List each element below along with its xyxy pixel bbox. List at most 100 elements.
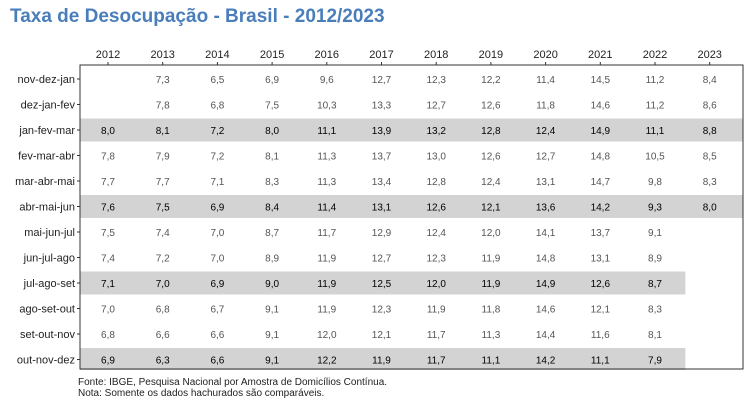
- row-label: jan-fev-mar: [18, 125, 75, 137]
- cell-value: 8,0: [703, 203, 717, 214]
- cell-value: 7,5: [156, 203, 170, 214]
- cell-value: 11,2: [646, 101, 665, 112]
- cell-value: 7,9: [156, 152, 170, 163]
- cell-value: 7,7: [156, 177, 170, 188]
- cell-value: 14,4: [536, 330, 556, 341]
- cell-value: 14,6: [536, 305, 556, 316]
- cell-value: 8,1: [265, 152, 279, 163]
- cell-value: 11,1: [482, 356, 501, 367]
- cell-value: 12,3: [426, 75, 446, 86]
- cell-value: 12,4: [426, 228, 446, 239]
- year-label: 2023: [697, 49, 721, 61]
- comparability-note: Nota: Somente os dados hachurados são co…: [78, 388, 325, 399]
- cell-value: 7,7: [101, 177, 115, 188]
- cell-value: 7,1: [210, 177, 224, 188]
- cell-value: 14,5: [591, 75, 611, 86]
- year-label: 2015: [260, 49, 284, 61]
- year-label: 2019: [479, 49, 503, 61]
- year-label: 2021: [588, 49, 612, 61]
- cell-value: 12,2: [481, 75, 501, 86]
- cell-value: 13,1: [372, 203, 392, 214]
- cell-value: 13,7: [372, 152, 392, 163]
- year-label: 2022: [643, 49, 667, 61]
- row-label: abr-mai-jun: [19, 202, 75, 214]
- cell-value: 9,8: [648, 177, 662, 188]
- cell-value: 14,2: [591, 203, 611, 214]
- cell-value: 11,8: [482, 305, 501, 316]
- cell-value: 8,7: [648, 279, 662, 290]
- cell-value: 12,3: [372, 305, 392, 316]
- cell-value: 6,5: [210, 75, 224, 86]
- cell-value: 7,6: [101, 203, 115, 214]
- cell-value: 11,9: [317, 279, 336, 290]
- cell-value: 6,9: [210, 279, 224, 290]
- cell-value: 11,3: [482, 330, 501, 341]
- year-label: 2020: [533, 49, 557, 61]
- cell-value: 9,1: [265, 330, 279, 341]
- cell-value: 11,1: [591, 356, 610, 367]
- cell-value: 14,1: [536, 228, 556, 239]
- year-label: 2016: [315, 49, 339, 61]
- cell-value: 13,4: [372, 177, 392, 188]
- cell-value: 13,6: [536, 203, 556, 214]
- cell-value: 11,9: [482, 254, 501, 265]
- cell-value: 13,1: [536, 177, 556, 188]
- cell-value: 14,8: [536, 254, 556, 265]
- cell-value: 12,6: [481, 101, 501, 112]
- cell-value: 7,5: [265, 101, 279, 112]
- cell-value: 7,2: [156, 254, 170, 265]
- cell-value: 12,6: [481, 152, 501, 163]
- comparable-row-band: [80, 195, 743, 218]
- cell-value: 12,2: [317, 356, 337, 367]
- cell-value: 7,8: [156, 101, 170, 112]
- cell-value: 7,4: [156, 228, 170, 239]
- year-label: 2013: [150, 49, 174, 61]
- cell-value: 6,8: [156, 305, 170, 316]
- cell-value: 12,9: [372, 228, 392, 239]
- cell-value: 14,6: [591, 101, 611, 112]
- cell-value: 12,7: [372, 254, 392, 265]
- cell-value: 11,9: [482, 279, 501, 290]
- cell-value: 6,6: [210, 330, 224, 341]
- cell-value: 11,4: [317, 203, 336, 214]
- cell-value: 6,3: [156, 356, 170, 367]
- cell-value: 11,3: [317, 152, 336, 163]
- cell-value: 14,9: [591, 126, 611, 137]
- cell-value: 13,2: [426, 126, 446, 137]
- cell-value: 6,6: [156, 330, 170, 341]
- cell-value: 8,7: [265, 228, 279, 239]
- cell-value: 11,9: [372, 356, 391, 367]
- cell-value: 6,9: [210, 203, 224, 214]
- cell-value: 14,8: [591, 152, 611, 163]
- cell-value: 11,9: [317, 305, 336, 316]
- cell-value: 9,6: [320, 75, 334, 86]
- cell-value: 6,8: [101, 330, 115, 341]
- cell-value: 14,7: [591, 177, 611, 188]
- cell-value: 13,9: [372, 126, 392, 137]
- cell-value: 7,2: [210, 126, 224, 137]
- cell-value: 8,9: [265, 254, 279, 265]
- row-label: out-nov-dez: [17, 355, 75, 367]
- cell-value: 7,5: [101, 228, 115, 239]
- table-panel-border: [79, 64, 744, 370]
- row-label: nov-dez-jan: [18, 74, 75, 86]
- cell-value: 12,5: [372, 279, 392, 290]
- cell-value: 12,6: [591, 279, 611, 290]
- cell-value: 8,3: [703, 177, 717, 188]
- cell-value: 8,0: [265, 126, 279, 137]
- cell-value: 7,4: [101, 254, 115, 265]
- cell-value: 12,6: [426, 203, 446, 214]
- comparable-row-band: [80, 271, 686, 295]
- cell-value: 11,7: [427, 356, 446, 367]
- cell-value: 12,8: [481, 126, 501, 137]
- row-label: ago-set-out: [19, 304, 75, 316]
- cell-value: 9,3: [648, 203, 662, 214]
- cell-value: 12,0: [426, 279, 446, 290]
- cell-value: 12,4: [481, 177, 501, 188]
- cell-value: 8,3: [265, 177, 279, 188]
- cell-value: 6,9: [101, 356, 115, 367]
- cell-value: 12,4: [536, 126, 556, 137]
- cell-value: 12,7: [536, 152, 556, 163]
- cell-value: 6,9: [265, 75, 279, 86]
- chart-title: Taxa de Desocupação - Brasil - 2012/2023: [10, 6, 385, 27]
